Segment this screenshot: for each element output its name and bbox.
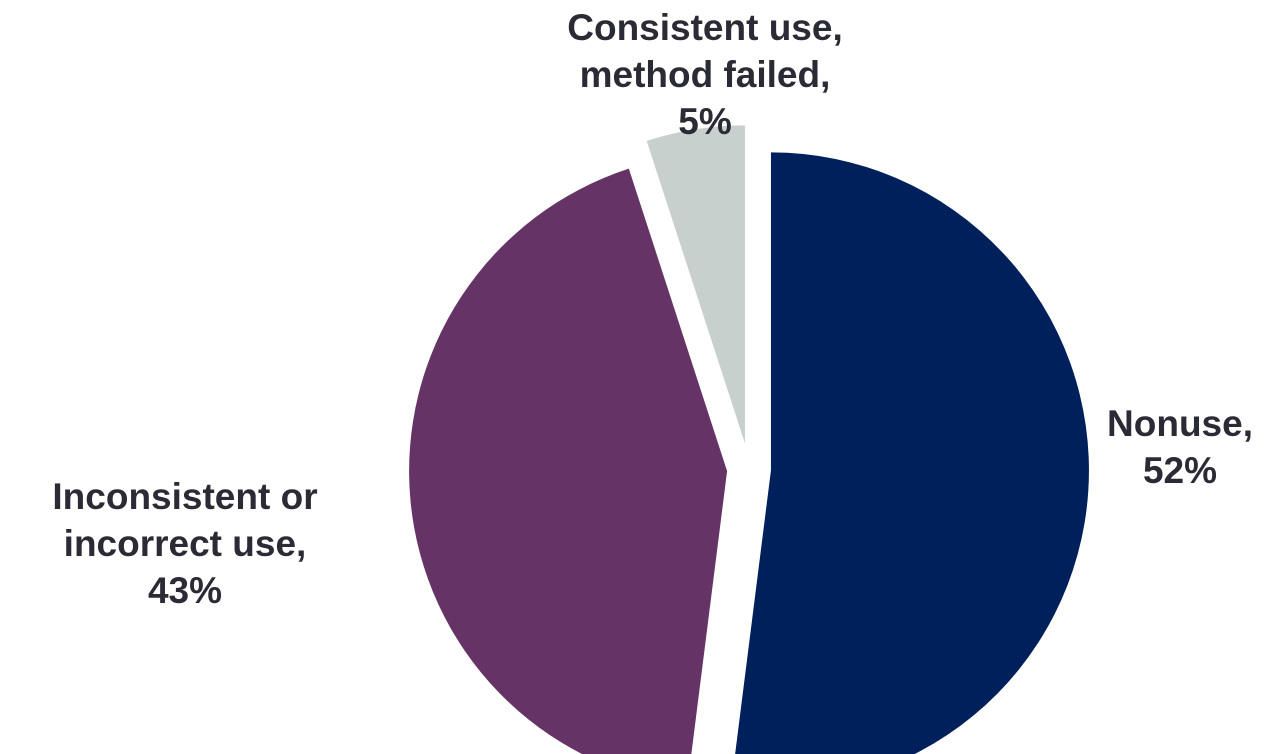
slice-label-nonuse: Nonuse, 52% xyxy=(1085,400,1275,494)
pie-slice-consistent xyxy=(646,125,745,444)
slice-label-consistent-line-1: Consistent use, xyxy=(567,7,843,48)
slice-label-inconsistent: Inconsistent or incorrect use, 43% xyxy=(10,473,360,614)
slice-label-consistent: Consistent use, method failed, 5% xyxy=(480,4,930,145)
slice-label-nonuse-line-1: Nonuse, xyxy=(1107,403,1253,444)
slice-label-inconsistent-line-1: Inconsistent or xyxy=(52,476,318,517)
slice-label-inconsistent-line-2: incorrect use, xyxy=(63,523,307,564)
pie-slice-nonuse xyxy=(735,152,1089,754)
slice-label-consistent-line-3: 5% xyxy=(678,101,732,142)
pie-slice-inconsistent xyxy=(409,168,728,754)
slice-label-consistent-line-2: method failed, xyxy=(579,54,831,95)
slice-label-inconsistent-line-3: 43% xyxy=(147,570,223,611)
slice-label-nonuse-line-2: 52% xyxy=(1142,450,1218,491)
